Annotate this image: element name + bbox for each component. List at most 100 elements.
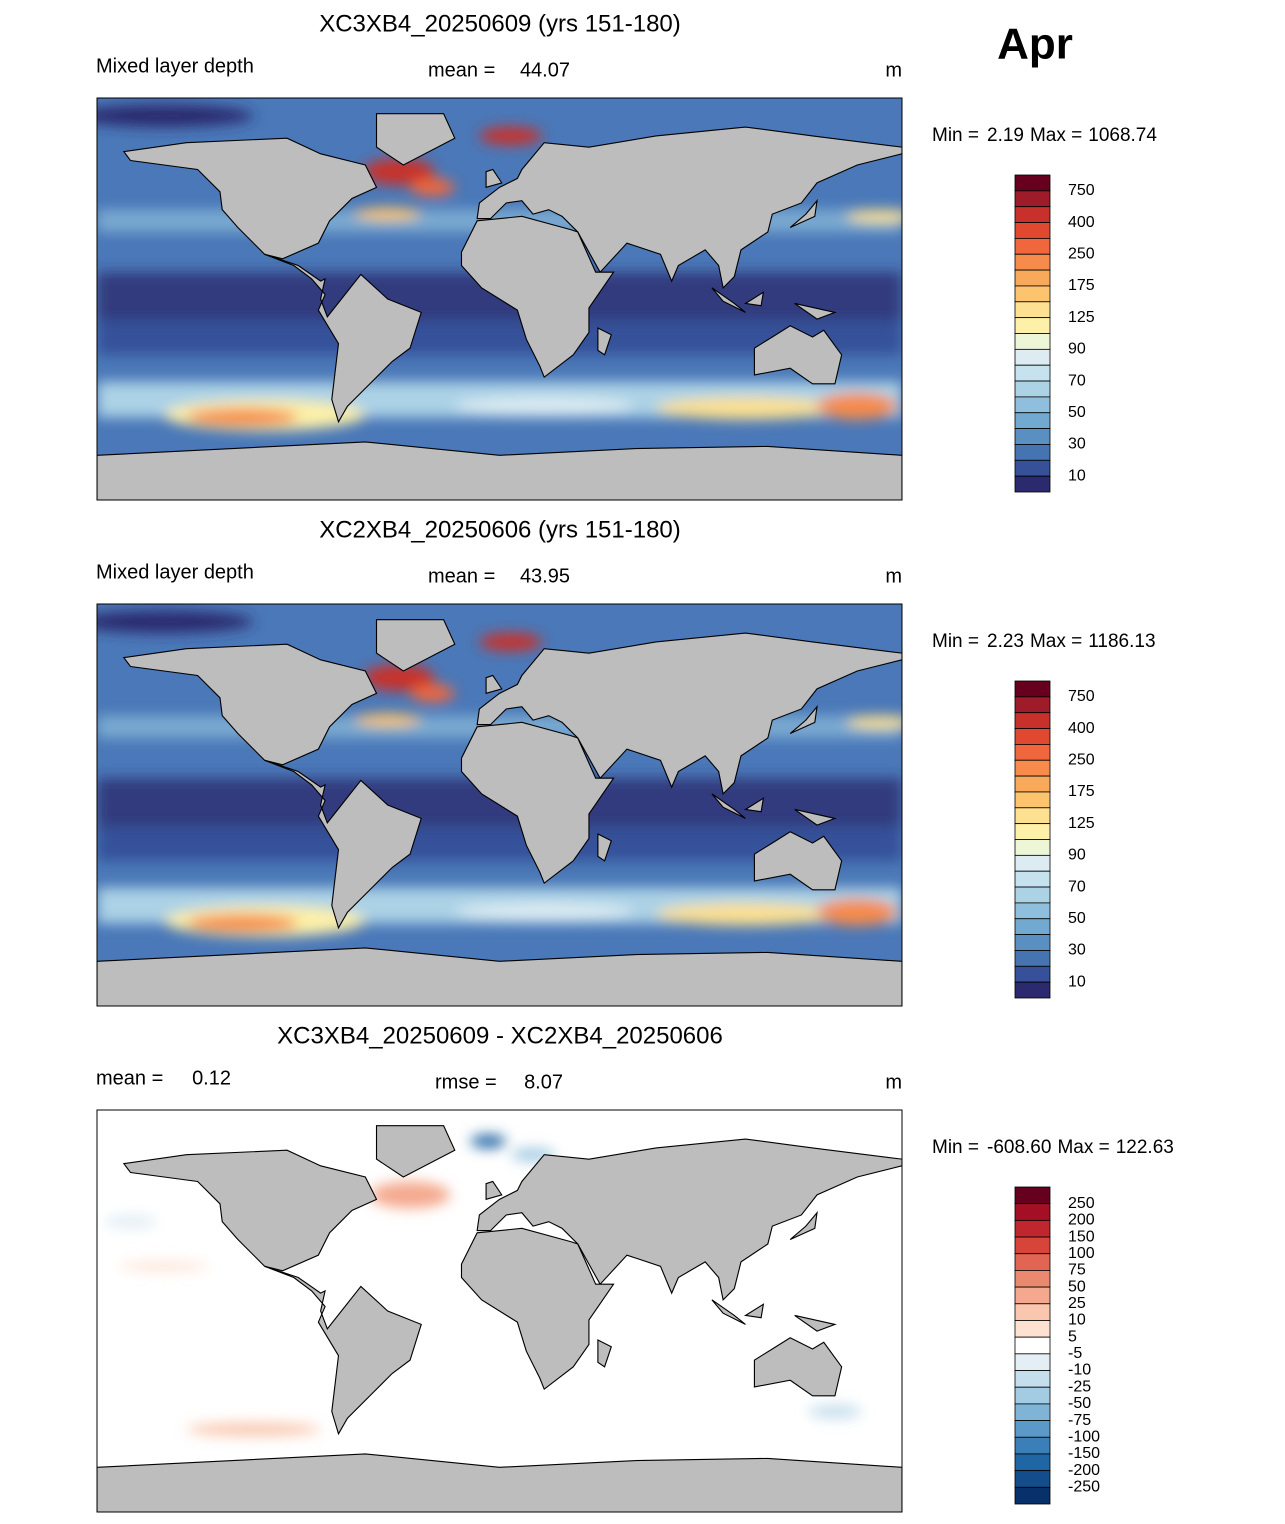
max-value: 122.63 <box>1116 1137 1174 1158</box>
max-label: Max = <box>1030 631 1082 652</box>
colorbar-box <box>1014 1286 1051 1305</box>
min-label: Min = <box>932 631 979 652</box>
colorbar-box <box>1014 364 1051 382</box>
colorbar-box <box>1014 839 1051 856</box>
colorbar-label: 750 <box>1068 688 1095 705</box>
min-value: -608.60 <box>987 1137 1051 1158</box>
colorbar-box <box>1014 1370 1051 1388</box>
month-label: Apr <box>997 20 1073 69</box>
colorbar-label: 750 <box>1068 182 1095 199</box>
min-max: Min = -608.60 Max = 122.63 <box>932 1137 1174 1158</box>
colorbar-box <box>1014 222 1051 239</box>
colorbar-label: 30 <box>1068 436 1086 453</box>
left-label: Mixed layer depth <box>96 561 254 583</box>
colorbar-box <box>1014 206 1051 223</box>
max-label: Max = <box>1030 125 1082 146</box>
min-max: Min = 2.23 Max = 1186.13 <box>932 631 1156 652</box>
colorbar-box <box>1014 1403 1051 1421</box>
colorbar-box <box>1014 680 1051 698</box>
colorbar-label: 400 <box>1068 720 1095 737</box>
colorbar-label: 125 <box>1068 815 1095 832</box>
colorbar-label: 70 <box>1068 372 1086 389</box>
colorbar-label: 75 <box>1068 1262 1086 1279</box>
colorbar-box <box>1014 412 1051 430</box>
colorbar-box <box>1014 1336 1051 1355</box>
colorbar-label: -150 <box>1068 1445 1100 1462</box>
colorbar-box <box>1014 396 1051 414</box>
colorbar-box <box>1014 823 1051 840</box>
colorbar-box <box>1014 728 1051 745</box>
colorbar-box <box>1014 918 1051 936</box>
colorbar-label: 5 <box>1068 1328 1077 1345</box>
colorbar-label: 25 <box>1068 1295 1086 1312</box>
colorbar-label: 125 <box>1068 309 1095 326</box>
colorbar-label: -10 <box>1068 1362 1091 1379</box>
stat-value: 43.95 <box>520 565 570 587</box>
units: m <box>885 565 902 587</box>
map-frame <box>96 1109 903 1513</box>
colorbar-box <box>1014 285 1051 303</box>
colorbar-box <box>1014 886 1051 904</box>
colorbar-box <box>1014 1386 1051 1405</box>
stat-label: mean = <box>428 565 495 587</box>
colorbar-label: 10 <box>1068 1312 1086 1329</box>
colorbar-label: -75 <box>1068 1412 1091 1429</box>
colorbar-box <box>1014 1453 1051 1472</box>
colorbar-label: 250 <box>1068 751 1095 768</box>
colorbar-box <box>1014 253 1051 271</box>
colorbar-box <box>1014 807 1051 825</box>
panel-title: XC3XB4_20250609 (yrs 151-180) <box>319 10 681 37</box>
colorbar-box <box>1014 1486 1051 1505</box>
left-value: 0.12 <box>192 1067 231 1089</box>
colorbar-box <box>1014 965 1051 983</box>
colorbar-box <box>1014 950 1051 967</box>
colorbar-label: -250 <box>1068 1479 1100 1496</box>
map-frame <box>96 603 903 1007</box>
colorbar-box <box>1014 1320 1051 1338</box>
colorbar-label: 400 <box>1068 214 1095 231</box>
colorbar-box <box>1014 333 1051 350</box>
min-value: 2.19 <box>987 125 1024 146</box>
colorbar-box <box>1014 380 1051 398</box>
colorbar-box <box>1014 902 1051 920</box>
colorbar-label: 50 <box>1068 1278 1086 1295</box>
colorbar-label: -25 <box>1068 1378 1091 1395</box>
colorbar-box <box>1014 1270 1051 1288</box>
map-frame <box>96 97 903 501</box>
colorbar-box <box>1014 475 1051 493</box>
colorbar-box <box>1014 269 1051 287</box>
colorbar-box <box>1014 759 1051 777</box>
colorbar-box <box>1014 237 1051 255</box>
colorbar-label: 10 <box>1068 973 1086 990</box>
colorbar-box <box>1014 348 1051 366</box>
map <box>97 98 902 500</box>
colorbar-box <box>1014 934 1051 951</box>
colorbar-label: 90 <box>1068 341 1086 358</box>
map <box>97 1110 902 1512</box>
min-max: Min = 2.19 Max = 1068.74 <box>932 125 1157 146</box>
colorbar-box <box>1014 775 1051 793</box>
colorbar-box <box>1014 696 1051 714</box>
colorbar-box <box>1014 1303 1051 1321</box>
colorbar-box <box>1014 1203 1051 1221</box>
max-label: Max = <box>1057 1137 1109 1158</box>
colorbar-box <box>1014 744 1051 761</box>
colorbar-box <box>1014 317 1051 334</box>
stat-value: 44.07 <box>520 59 570 81</box>
units: m <box>885 59 902 81</box>
colorbar-box <box>1014 174 1051 192</box>
max-value: 1186.13 <box>1088 631 1155 652</box>
colorbar-box <box>1014 301 1051 319</box>
colorbar-box <box>1014 1236 1051 1255</box>
stat-label: mean = <box>428 59 495 81</box>
colorbar-label: 50 <box>1068 404 1086 421</box>
colorbar-box <box>1014 428 1051 445</box>
min-label: Min = <box>932 125 979 146</box>
colorbar-label: 200 <box>1068 1212 1095 1229</box>
colorbar-box <box>1014 854 1051 872</box>
colorbar-label: 100 <box>1068 1245 1095 1262</box>
colorbar-box <box>1014 870 1051 888</box>
colorbar-label: -50 <box>1068 1395 1091 1412</box>
colorbar-label: 175 <box>1068 277 1095 294</box>
